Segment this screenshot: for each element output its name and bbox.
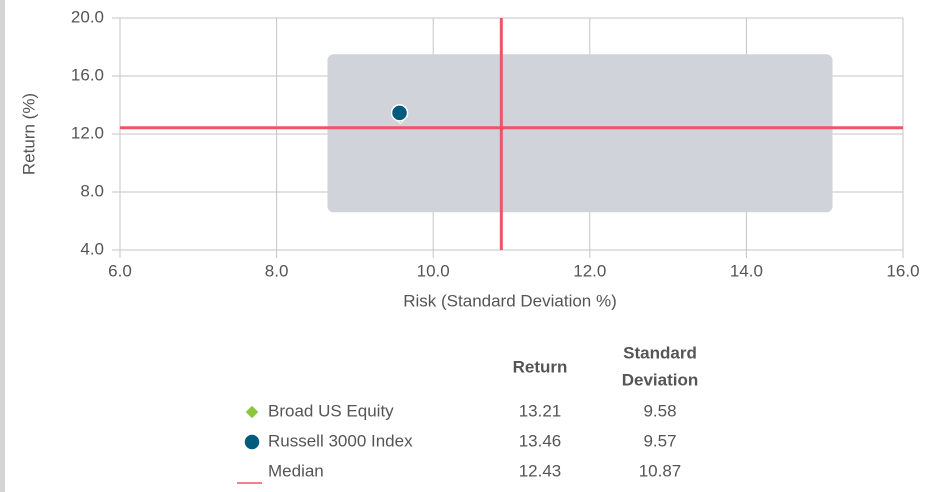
legend-label: Median xyxy=(268,461,324,480)
diamond-marker xyxy=(244,404,260,420)
stdev-value: 9.58 xyxy=(643,401,676,420)
legend-label: Broad US Equity xyxy=(268,401,394,420)
y-tick-label: 20.0 xyxy=(71,7,104,26)
circle-marker xyxy=(243,433,261,451)
x-axis-label: Risk (Standard Deviation %) xyxy=(403,291,617,310)
x-tick-label: 6.0 xyxy=(108,261,132,280)
x-tick-label: 14.0 xyxy=(730,261,763,280)
return-value: 13.21 xyxy=(519,401,562,420)
table-header: Standard xyxy=(623,343,697,362)
legend-label: Russell 3000 Index xyxy=(268,431,413,450)
stdev-value: 10.87 xyxy=(639,461,682,480)
return-value: 13.46 xyxy=(519,431,562,450)
y-tick-label: 8.0 xyxy=(80,181,104,200)
table-header: Return xyxy=(513,357,568,376)
x-tick-label: 10.0 xyxy=(417,261,450,280)
x-tick-label: 16.0 xyxy=(886,261,919,280)
x-tick-label: 8.0 xyxy=(265,261,289,280)
y-axis-label: Return (%) xyxy=(19,93,38,175)
return-value: 12.43 xyxy=(519,461,562,480)
y-tick-label: 12.0 xyxy=(71,123,104,142)
y-tick-label: 16.0 xyxy=(71,65,104,84)
y-tick-label: 4.0 xyxy=(80,239,104,258)
stdev-value: 9.57 xyxy=(643,431,676,450)
peer-universe xyxy=(327,54,833,213)
table-header: Deviation xyxy=(622,370,699,389)
left-border xyxy=(0,0,5,492)
x-tick-label: 12.0 xyxy=(573,261,606,280)
circle-marker xyxy=(390,104,409,122)
